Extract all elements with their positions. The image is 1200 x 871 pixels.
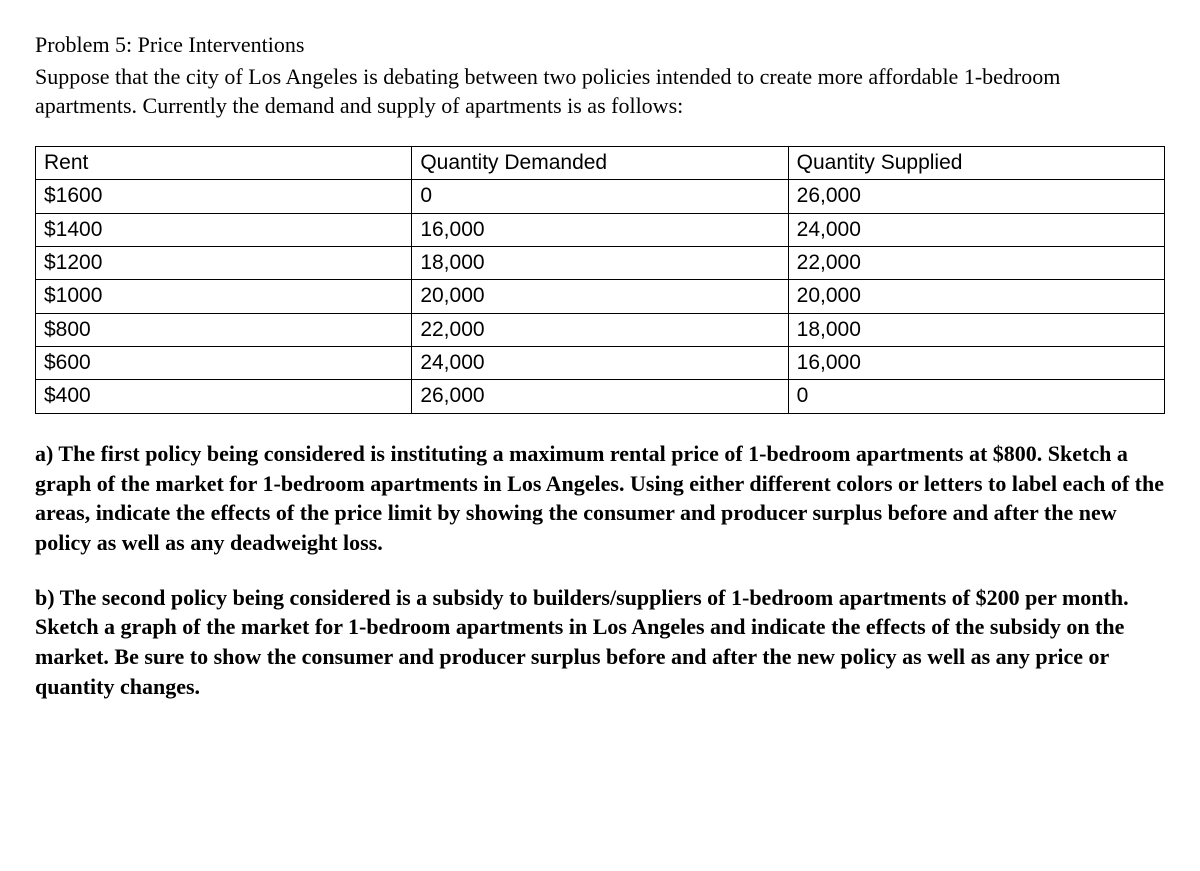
supply-demand-table: Rent Quantity Demanded Quantity Supplied… (35, 146, 1165, 414)
table-cell: $1600 (36, 180, 412, 213)
table-cell: $1200 (36, 247, 412, 280)
table-row: $1000 20,000 20,000 (36, 280, 1165, 313)
table-header-row: Rent Quantity Demanded Quantity Supplied (36, 147, 1165, 180)
table-cell: 24,000 (788, 213, 1164, 246)
table-row: $1400 16,000 24,000 (36, 213, 1165, 246)
table-cell: $600 (36, 347, 412, 380)
table-cell: 26,000 (788, 180, 1164, 213)
table-cell: 18,000 (788, 313, 1164, 346)
table-row: $800 22,000 18,000 (36, 313, 1165, 346)
table-cell: $800 (36, 313, 412, 346)
table-cell: $1000 (36, 280, 412, 313)
table-cell: 20,000 (788, 280, 1164, 313)
intro-paragraph: Suppose that the city of Los Angeles is … (35, 62, 1165, 121)
table-row: $1200 18,000 22,000 (36, 247, 1165, 280)
table-row: $600 24,000 16,000 (36, 347, 1165, 380)
question-b: b) The second policy being considered is… (35, 583, 1165, 702)
table-cell: 22,000 (788, 247, 1164, 280)
table-cell: 18,000 (412, 247, 788, 280)
table-cell: 16,000 (412, 213, 788, 246)
table-cell: $400 (36, 380, 412, 413)
column-header: Quantity Demanded (412, 147, 788, 180)
column-header: Rent (36, 147, 412, 180)
table-cell: 20,000 (412, 280, 788, 313)
table-cell: 26,000 (412, 380, 788, 413)
table-cell: 0 (788, 380, 1164, 413)
column-header: Quantity Supplied (788, 147, 1164, 180)
table-cell: 0 (412, 180, 788, 213)
problem-title: Problem 5: Price Interventions (35, 30, 1165, 60)
table-cell: 24,000 (412, 347, 788, 380)
table-row: $400 26,000 0 (36, 380, 1165, 413)
table-cell: 22,000 (412, 313, 788, 346)
table-row: $1600 0 26,000 (36, 180, 1165, 213)
table-cell: $1400 (36, 213, 412, 246)
question-a: a) The first policy being considered is … (35, 439, 1165, 558)
table-cell: 16,000 (788, 347, 1164, 380)
